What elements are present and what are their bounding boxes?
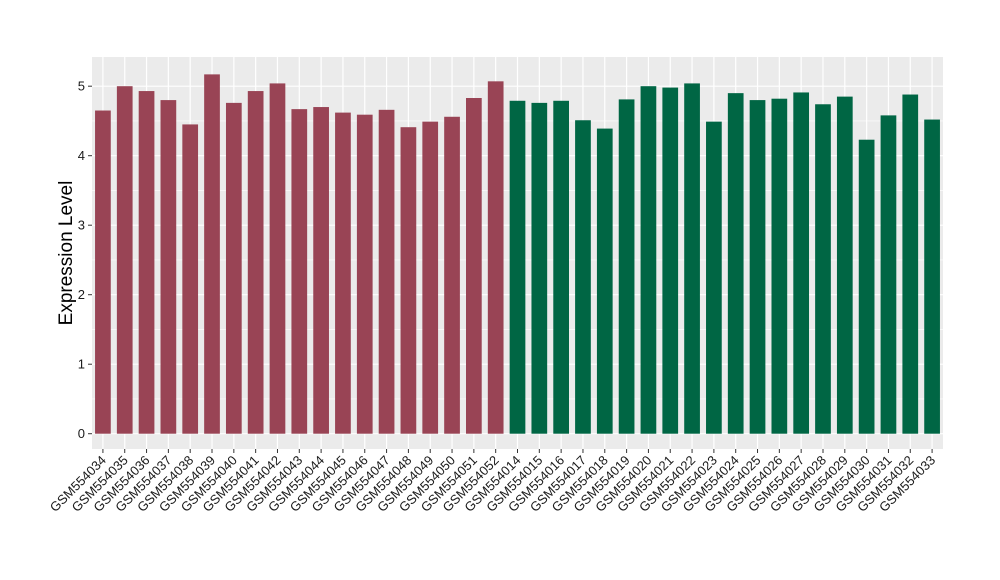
bar-GSM554047 [378, 109, 395, 434]
bar-GSM554024 [727, 93, 744, 434]
bar-GSM554037 [160, 100, 177, 434]
y-tick-label: 0 [78, 426, 85, 441]
bar-GSM554038 [182, 124, 199, 434]
bar-GSM554043 [291, 109, 308, 434]
y-tick-label: 5 [78, 79, 85, 94]
bar-GSM554036 [138, 91, 155, 434]
bar-GSM554034 [95, 110, 111, 434]
bar-GSM554014 [509, 100, 526, 434]
bar-GSM554020 [640, 86, 657, 434]
bar-GSM554017 [575, 120, 591, 434]
bar-GSM554041 [247, 91, 264, 434]
bar-GSM554046 [356, 114, 373, 434]
bar-GSM554027 [793, 92, 810, 434]
y-tick-label: 4 [78, 148, 85, 163]
bar-GSM554018 [596, 128, 613, 434]
y-axis: 0 1 2 3 4 5 [78, 79, 92, 441]
y-tick-label: 3 [78, 218, 85, 233]
bar-GSM554026 [771, 98, 788, 434]
bar-GSM554029 [836, 96, 853, 434]
bar-GSM554050 [444, 116, 460, 434]
bar-GSM554042 [269, 83, 286, 434]
bar-GSM554040 [225, 102, 242, 434]
x-axis: GSM554034GSM554035GSM554036GSM554037GSM5… [47, 449, 938, 515]
bar-GSM554015 [531, 102, 548, 434]
bars [95, 74, 940, 434]
bar-GSM554016 [553, 100, 569, 434]
bar-GSM554028 [815, 104, 831, 434]
bar-GSM554019 [618, 99, 635, 434]
bar-GSM554039 [204, 74, 220, 434]
bar-GSM554030 [858, 139, 875, 434]
bar-GSM554052 [487, 81, 504, 434]
bar-GSM554035 [116, 86, 133, 434]
bar-GSM554044 [313, 107, 329, 434]
bar-GSM554031 [880, 115, 897, 434]
bar-GSM554049 [422, 121, 439, 434]
bar-GSM554023 [706, 121, 722, 434]
y-tick-label: 2 [78, 287, 85, 302]
bar-GSM554048 [400, 127, 417, 434]
y-tick-label: 1 [78, 357, 85, 372]
bar-GSM554045 [335, 112, 351, 434]
bar-GSM554025 [749, 100, 766, 434]
bar-GSM554033 [924, 119, 940, 434]
bar-GSM554022 [684, 83, 700, 434]
bar-GSM554032 [902, 94, 919, 434]
bar-GSM554051 [466, 98, 482, 434]
y-axis-title: Expression Level [56, 181, 77, 326]
bar-GSM554021 [662, 87, 679, 434]
